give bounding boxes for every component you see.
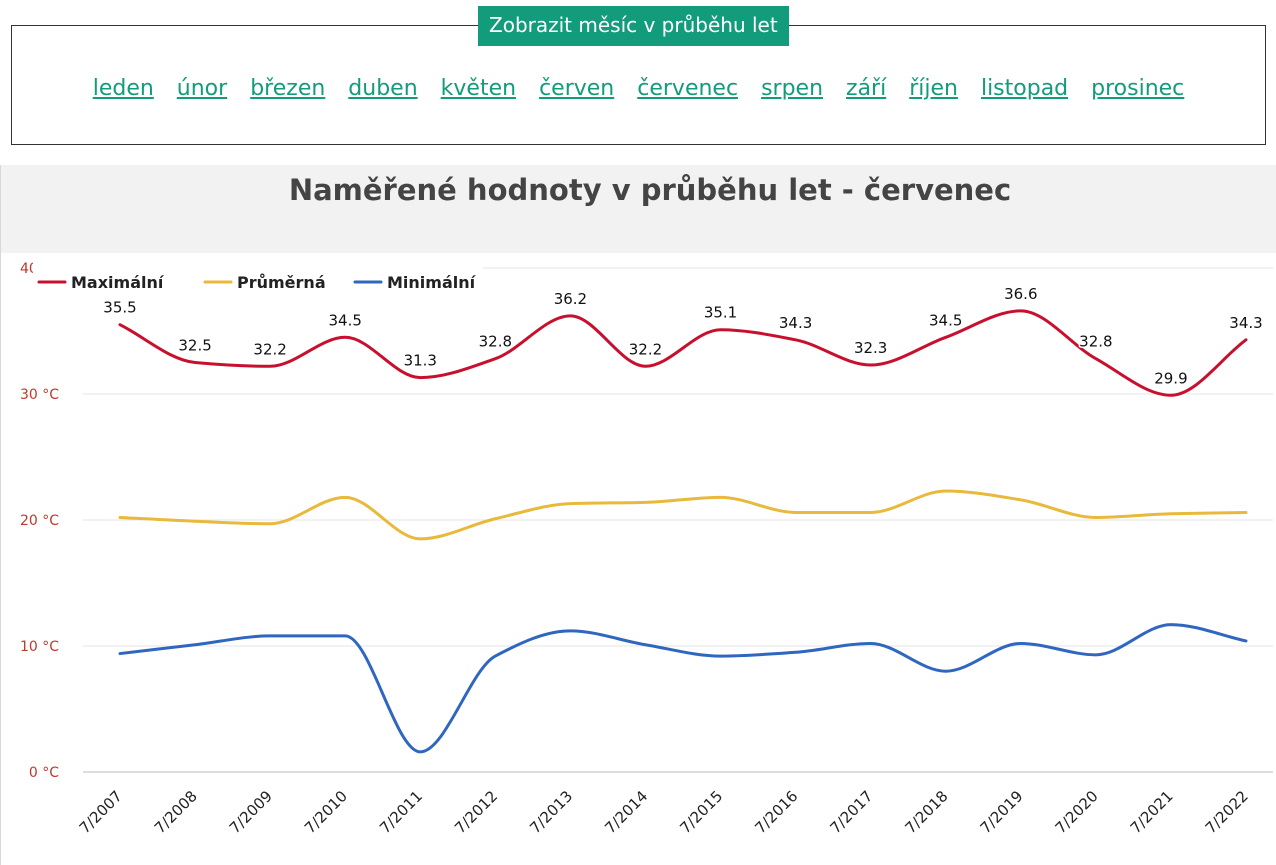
data-label: 32.2 — [629, 340, 662, 358]
line-chart: 0 °C10 °C20 °C30 °C40 °C7/20077/20087/20… — [20, 258, 1273, 837]
month-selector-legend: Zobrazit měsíc v průběhu let — [478, 6, 789, 46]
month-link-rijen[interactable]: říjen — [909, 76, 958, 101]
x-tick-label: 7/2019 — [977, 787, 1027, 837]
legend-background — [33, 258, 483, 298]
y-tick-label: 20 °C — [20, 513, 59, 529]
data-label: 32.3 — [854, 339, 887, 357]
y-tick-label: 10 °C — [20, 639, 59, 655]
legend-item: Maximální — [71, 273, 165, 292]
data-label: 34.5 — [328, 311, 361, 329]
chart-title: Naměřené hodnoty v průběhu let - červene… — [288, 173, 1012, 207]
y-tick-label: 0 °C — [29, 765, 59, 781]
y-tick-label: 30 °C — [20, 387, 59, 403]
x-tick-label: 7/2016 — [751, 787, 801, 837]
x-tick-label: 7/2013 — [526, 787, 576, 837]
month-link-prosinec[interactable]: prosinec — [1091, 76, 1185, 101]
x-tick-label: 7/2007 — [76, 787, 126, 837]
series-line-průměrná — [118, 489, 1248, 541]
month-link-duben[interactable]: duben — [348, 76, 418, 101]
legend-item: Průměrná — [237, 273, 326, 292]
data-label: 35.1 — [704, 304, 737, 322]
chart-container: Naměřené hodnoty v průběhu let - červene… — [0, 165, 1276, 865]
month-link-kveten[interactable]: květen — [440, 76, 517, 101]
x-tick-label: 7/2009 — [226, 787, 276, 837]
series-line-minimální — [118, 623, 1248, 754]
x-tick-label: 7/2021 — [1127, 787, 1177, 837]
x-tick-label: 7/2015 — [676, 787, 726, 837]
x-tick-label: 7/2022 — [1202, 787, 1252, 837]
month-link-leden[interactable]: leden — [92, 76, 154, 101]
month-links: leden únor březen duben květen červen če… — [11, 76, 1266, 101]
data-label: 32.2 — [253, 340, 286, 358]
data-label: 34.5 — [929, 311, 962, 329]
legend-item: Minimální — [387, 273, 477, 292]
x-tick-label: 7/2008 — [151, 787, 201, 837]
x-tick-label: 7/2012 — [451, 787, 501, 837]
month-link-unor[interactable]: únor — [176, 76, 228, 101]
data-label: 34.3 — [1229, 314, 1262, 332]
x-tick-label: 7/2018 — [902, 787, 952, 837]
chart-header: Naměřené hodnoty v průběhu let - červene… — [1, 165, 1276, 253]
data-label: 32.8 — [1079, 333, 1112, 351]
month-link-zari[interactable]: září — [846, 76, 887, 101]
month-link-brezen[interactable]: březen — [250, 76, 326, 101]
data-label: 29.9 — [1154, 369, 1187, 387]
data-label: 35.5 — [103, 299, 136, 317]
data-label: 36.2 — [554, 290, 587, 308]
x-tick-label: 7/2010 — [301, 787, 351, 837]
month-link-cerven[interactable]: červen — [539, 76, 615, 101]
month-link-srpen[interactable]: srpen — [761, 76, 824, 101]
x-tick-label: 7/2020 — [1052, 787, 1102, 837]
data-label: 34.3 — [779, 314, 812, 332]
series-line-maximální — [118, 309, 1248, 397]
data-label: 32.8 — [479, 333, 512, 351]
data-label: 31.3 — [404, 352, 437, 370]
month-link-listopad[interactable]: listopad — [980, 76, 1069, 101]
month-link-cervenec[interactable]: červenec — [637, 76, 739, 101]
x-tick-label: 7/2017 — [826, 787, 876, 837]
x-tick-label: 7/2011 — [376, 787, 426, 837]
data-label: 32.5 — [178, 337, 211, 355]
x-tick-label: 7/2014 — [601, 787, 651, 837]
data-label: 36.6 — [1004, 285, 1037, 303]
